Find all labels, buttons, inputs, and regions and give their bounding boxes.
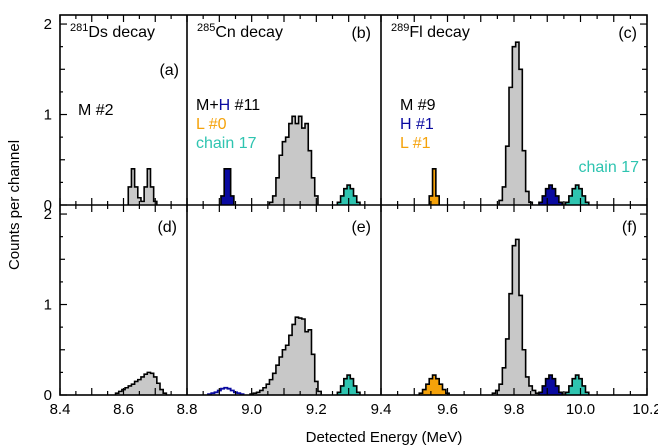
panel-a-legend-entry: M #2: [78, 102, 114, 119]
panel-c-nucleus-label: 289Fl decay: [391, 22, 470, 41]
panel-frames: [59, 14, 648, 396]
histogram-f-series-0: [418, 374, 450, 395]
x-tick-label: 10.2: [632, 401, 658, 418]
axis-ticks: [59, 15, 648, 396]
x-tick-label: 8.4: [50, 401, 71, 418]
x-tick-label: 9.2: [306, 401, 327, 418]
histogram-c-series-1: [498, 41, 534, 205]
x-tick-label: 9.8: [504, 401, 525, 418]
x-tick-label: 9.6: [437, 401, 458, 418]
y-tick-label: 0: [44, 197, 52, 214]
panel-c-legend-entry: M #9: [400, 97, 436, 114]
panel-e-label: (e): [351, 219, 371, 236]
histogram-c-series-2: [538, 184, 564, 205]
panel-b-label: (b): [351, 25, 371, 42]
panel-c-legend-entry: H #1: [400, 116, 434, 133]
y-tick-label: 2: [44, 16, 52, 33]
x-tick-label: 9.0: [241, 401, 262, 418]
histogram-b-series-0: [220, 168, 235, 205]
panel-b-nucleus-label: 285Cn decay: [197, 22, 283, 41]
x-axis-label: Detected Energy (MeV): [306, 429, 463, 446]
panel-b-legend-entry: M+H #11: [196, 97, 260, 114]
panel-a-nucleus-label: 281Ds decay: [70, 22, 155, 41]
panel-c-chain17-label: chain 17: [579, 159, 640, 176]
histogram-f-series-3: [564, 374, 590, 395]
histogram-e-series-2: [336, 374, 361, 395]
histogram-b-series-1: [268, 115, 319, 205]
panel-c-legend-entry: L #1: [400, 135, 431, 152]
histogram-f-series-1: [491, 238, 540, 395]
histogram-marks: [114, 41, 590, 395]
histogram-e-series-1: [249, 316, 322, 395]
x-tick-label: 10.0: [566, 401, 595, 418]
y-tick-label: 0: [44, 387, 52, 404]
panel-b-legend-entry: chain 17: [196, 135, 257, 152]
histogram-e-series-0: [207, 386, 245, 395]
histogram-c-series-3: [564, 184, 590, 205]
y-tick-label: 1: [44, 107, 52, 124]
x-tick-label: 8.6: [113, 401, 134, 418]
panel-b-legend-entry: L #0: [196, 116, 227, 133]
histogram-f-series-2: [538, 374, 564, 395]
y-tick-label: 1: [44, 297, 52, 314]
y-tick-label: 2: [44, 206, 52, 223]
histogram-c-series-0: [428, 168, 440, 205]
panel-d-label: (d): [157, 219, 177, 236]
panel-a-label: (a): [159, 62, 179, 79]
panel-c-label: (c): [618, 25, 637, 42]
histogram-a-series-0: [127, 168, 158, 205]
y-axis-label: Counts per channel: [6, 140, 23, 270]
panel-f-label: (f): [622, 219, 637, 236]
x-tick-label: 9.4: [371, 401, 392, 418]
x-tick-label: 8.8: [177, 401, 198, 418]
histogram-b-series-2: [336, 184, 361, 205]
